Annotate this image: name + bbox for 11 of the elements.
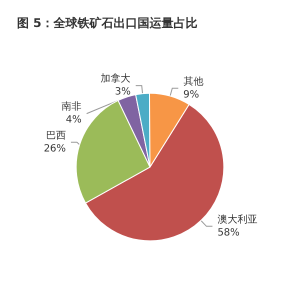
slice-label: 加拿大 bbox=[100, 72, 131, 85]
slice-label: 南非 bbox=[62, 100, 82, 113]
chart-title: 图 5：全球铁矿石出口国运量占比 bbox=[17, 16, 198, 30]
data-label: 58% bbox=[217, 227, 240, 238]
data-label: 4% bbox=[66, 114, 82, 126]
data-label: 3% bbox=[114, 86, 131, 98]
slice-label: 澳大利亚 bbox=[217, 213, 258, 226]
data-label: 9% bbox=[183, 89, 200, 100]
data-label: 26% bbox=[44, 143, 66, 154]
slice-label: 其他 bbox=[183, 75, 204, 88]
slice-label: 巴西 bbox=[46, 130, 66, 142]
